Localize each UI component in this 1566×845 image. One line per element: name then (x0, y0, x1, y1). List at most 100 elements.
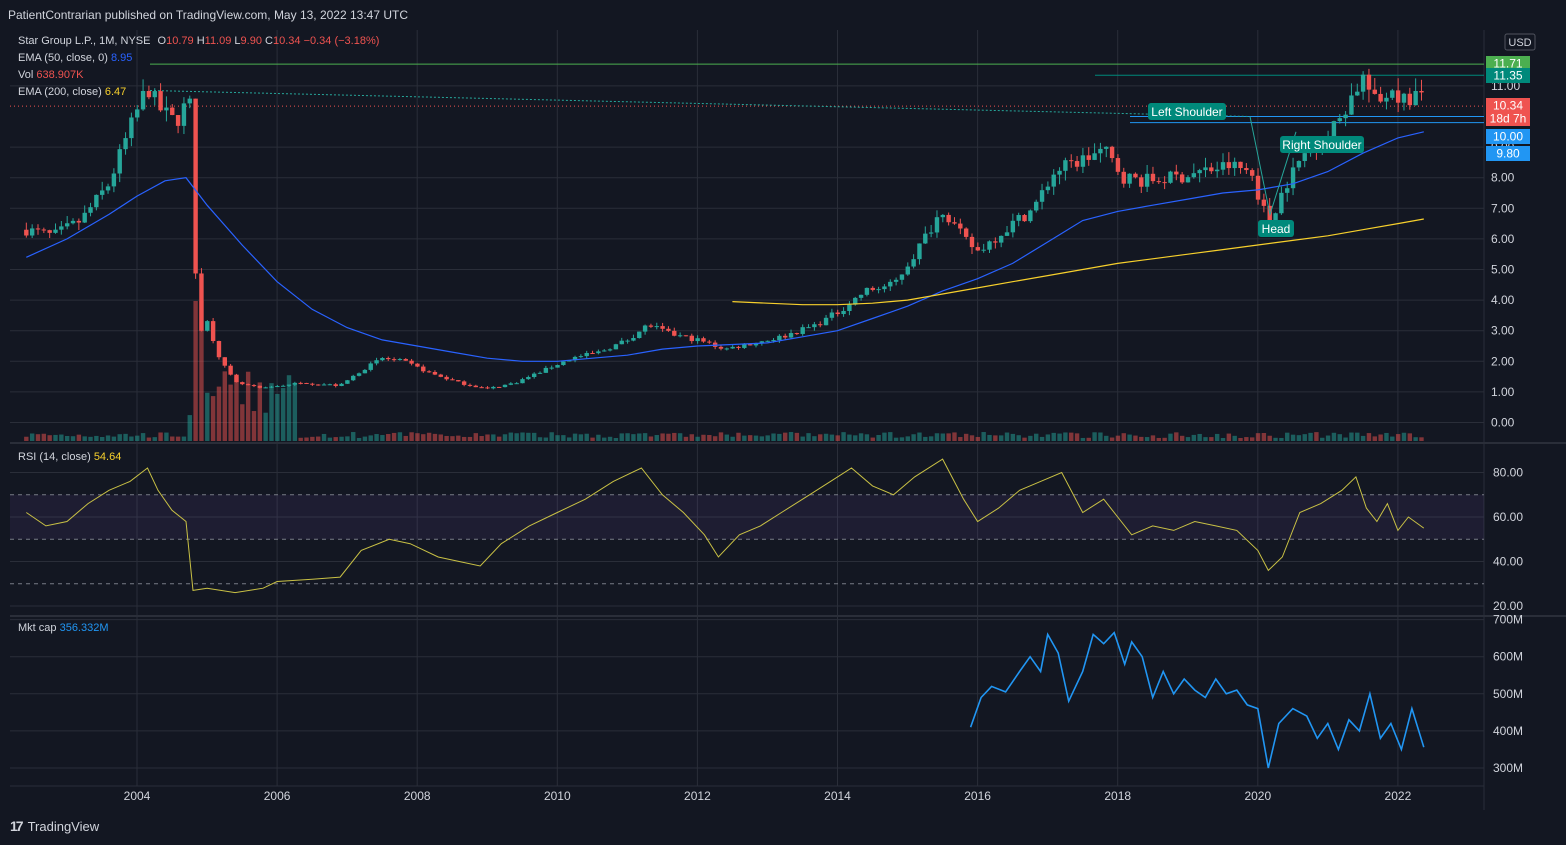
volume-bar (829, 434, 835, 441)
time-tick-label: 2018 (1104, 789, 1131, 803)
volume-bar (1174, 432, 1179, 441)
candle-body (1162, 182, 1167, 184)
candle-body (82, 212, 87, 223)
candle-body (993, 241, 998, 243)
volume-bar (736, 432, 741, 441)
volume-bar (1139, 436, 1144, 441)
candle-body (1296, 161, 1302, 168)
volume-bar (1127, 434, 1132, 441)
candle-body (613, 344, 619, 350)
volume-bar (759, 436, 765, 441)
volume-bar (374, 434, 379, 441)
volume-bar (333, 437, 338, 441)
volume-bar (310, 436, 315, 441)
mktcap-tick-label: 400M (1493, 724, 1523, 738)
volume-bar (619, 433, 624, 441)
candle-body (47, 230, 52, 233)
candle-body (724, 348, 730, 350)
volume-bar (555, 435, 560, 441)
candle-body (1290, 167, 1296, 189)
volume-bar (228, 384, 233, 441)
candle-body (409, 360, 414, 364)
candle-body (963, 228, 969, 237)
price-tick-label: 4.00 (1491, 293, 1515, 307)
candle-body (362, 369, 368, 374)
candle-body (397, 359, 403, 361)
time-tick-label: 2014 (824, 789, 851, 803)
volume-bar (742, 435, 747, 441)
volume-bar (940, 433, 946, 441)
volume-bar (812, 436, 817, 441)
candle-body (531, 373, 537, 378)
volume-bar (870, 437, 875, 441)
symbol-legend: Star Group L.P., 1M, NYSE O10.79 H11.09 … (18, 35, 379, 47)
candle-body (1092, 153, 1097, 160)
volume-bar (1226, 433, 1232, 441)
candle-body (1390, 90, 1395, 98)
currency-badge (1504, 33, 1536, 51)
volume-bar (1238, 437, 1243, 441)
ema50-line (26, 131, 1424, 362)
volume-bar (479, 436, 484, 441)
volume-bar (362, 436, 368, 441)
volume-bar (170, 436, 175, 441)
candle-body (677, 335, 683, 337)
candle-body (1063, 160, 1068, 171)
volume-bar (1098, 432, 1103, 441)
candle-body (1255, 175, 1261, 200)
volume-bar (245, 371, 251, 441)
volume-bar (1115, 435, 1121, 441)
candle-body (870, 287, 875, 290)
candle-body (461, 381, 467, 385)
candle-body (987, 241, 992, 250)
candle-body (432, 371, 438, 375)
candle-body (1244, 168, 1249, 171)
candle-body (228, 365, 233, 375)
candle-body (794, 333, 800, 335)
volume-bar (111, 436, 117, 441)
volume-bar (969, 435, 975, 441)
candle-body (222, 357, 227, 366)
volume-bar (1080, 437, 1086, 441)
volume-bar (1156, 437, 1161, 441)
candle-body (181, 103, 187, 126)
volume-bar (672, 432, 677, 441)
time-tick-label: 2012 (684, 789, 711, 803)
candle-body (333, 384, 338, 386)
volume-bar (438, 434, 443, 441)
candle-body (572, 356, 578, 361)
volume-bar (129, 436, 134, 441)
volume-bar (975, 436, 981, 441)
candle-body (35, 228, 41, 230)
candle-body (269, 386, 274, 388)
volume-bar (1285, 432, 1290, 441)
price-tick-label: 5.00 (1491, 263, 1515, 277)
volume-bar (1337, 434, 1342, 441)
volume-bar (1314, 432, 1319, 441)
volume-bar (1133, 435, 1138, 441)
time-tick-label: 2004 (124, 789, 151, 803)
candle-body (899, 274, 905, 280)
candle-body (467, 384, 473, 386)
candle-body (491, 386, 496, 389)
rsi-legend: RSI (14, close) 54.64 (18, 451, 121, 463)
volume-bar (777, 433, 782, 441)
candle-body (275, 386, 280, 388)
tradingview-footer[interactable]: 17 TradingView (10, 818, 99, 834)
volume-bar (210, 396, 216, 441)
volume-bar (1378, 434, 1383, 441)
candle-body (905, 266, 910, 275)
candle-body (765, 340, 770, 342)
price-tick-label: 1.00 (1491, 385, 1515, 399)
volume-bar (1197, 433, 1202, 441)
candle-body (759, 341, 765, 343)
volume-bar (526, 432, 531, 441)
candle-body (666, 328, 671, 331)
volume-bar (637, 433, 642, 441)
candle-body (386, 357, 391, 360)
volume-bar (1261, 432, 1267, 441)
candle-body (619, 340, 624, 345)
candle-body (263, 387, 268, 389)
volume-bar (537, 437, 543, 441)
